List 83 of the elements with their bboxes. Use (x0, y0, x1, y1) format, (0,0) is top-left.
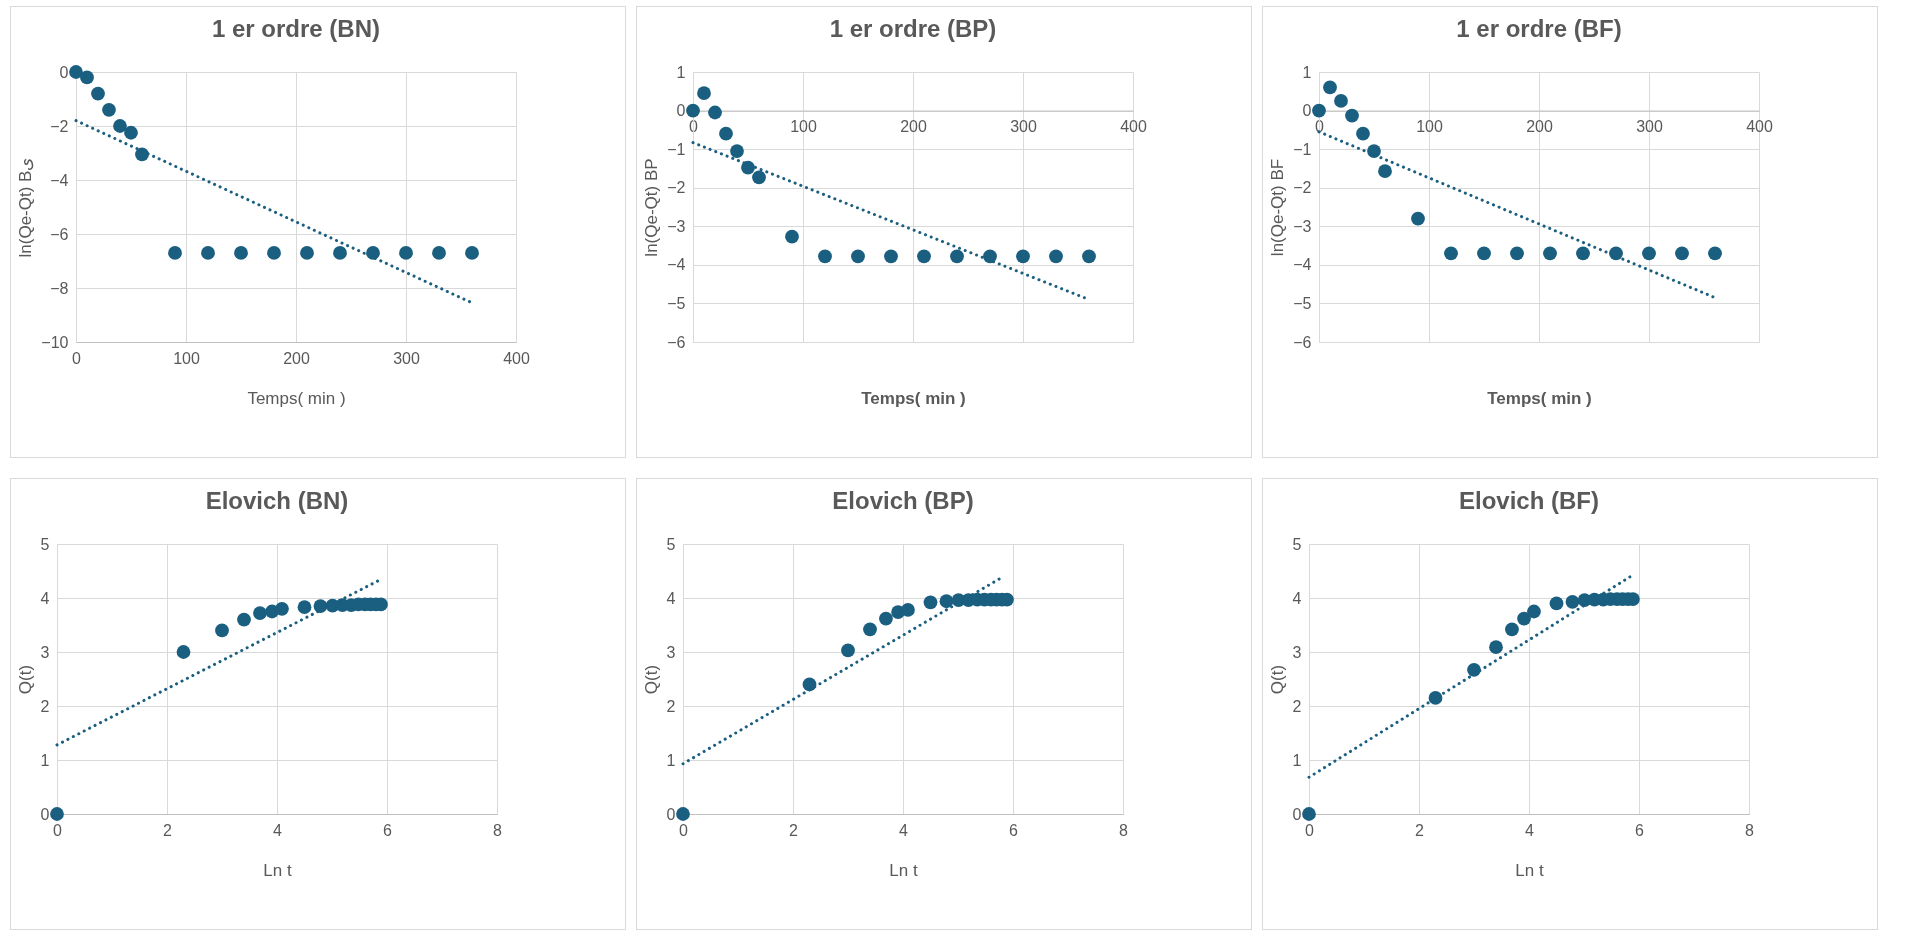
y-tick-label: −6 (50, 225, 69, 243)
x-tick-label: 4 (273, 821, 283, 839)
x-tick-label: 2 (163, 821, 173, 839)
y-tick-label: −6 (1293, 333, 1312, 351)
y-tick-label: 2 (1292, 697, 1302, 715)
x-tick-label: 8 (493, 821, 503, 839)
chart-title: Elovich (BP) (832, 487, 974, 514)
y-axis-title: ln(Qe-Qt) BP (642, 158, 662, 257)
chart-title: 1 er ordre (BF) (1456, 15, 1622, 42)
x-tick-label: 4 (899, 821, 909, 839)
y-tick-label: 2 (40, 697, 50, 715)
x-tick-label: 400 (1120, 118, 1147, 136)
x-tick-label: 300 (1636, 118, 1663, 136)
x-tick-label: 4 (1525, 821, 1535, 839)
x-tick-label: 100 (173, 349, 200, 367)
x-tick-label: 400 (503, 349, 530, 367)
y-axis-title: Q(t) (15, 664, 35, 695)
y-tick-label: −2 (50, 117, 69, 135)
y-tick-label: 0 (1302, 102, 1312, 120)
chart-title: 1 er ordre (BP) (829, 15, 997, 42)
y-tick-label: 3 (666, 643, 676, 661)
x-tick-label: 100 (790, 118, 817, 136)
y-tick-label: −3 (667, 217, 686, 235)
y-tick-label: −3 (1293, 217, 1312, 235)
y-tick-label: 1 (1292, 751, 1302, 769)
x-tick-label: 2 (1415, 821, 1425, 839)
x-axis-title: Temps( min ) (1487, 388, 1592, 408)
y-tick-label: 2 (666, 697, 676, 715)
x-tick-label: 400 (1746, 118, 1773, 136)
x-tick-label: 200 (900, 118, 927, 136)
y-axis-title: Q(t) (1267, 664, 1287, 695)
y-tick-label: 0 (676, 102, 686, 120)
y-tick-label: 1 (1302, 63, 1312, 81)
y-tick-label: −2 (1293, 179, 1312, 197)
y-tick-label: 0 (40, 805, 50, 823)
y-tick-label: −5 (1293, 294, 1312, 312)
x-tick-label: 6 (1635, 821, 1645, 839)
y-tick-label: −4 (50, 171, 69, 189)
y-tick-label: 1 (666, 751, 676, 769)
x-tick-label: 200 (1526, 118, 1553, 136)
x-tick-label: 200 (283, 349, 310, 367)
x-tick-label: 2 (789, 821, 799, 839)
chart-title: Elovich (BF) (1458, 487, 1600, 514)
y-tick-label: 4 (666, 589, 676, 607)
y-tick-label: 1 (676, 63, 686, 81)
y-tick-label: −4 (667, 256, 686, 274)
y-tick-label: −2 (667, 179, 686, 197)
y-tick-label: 3 (1292, 643, 1302, 661)
y-tick-label: 5 (666, 535, 676, 553)
y-tick-label: 0 (666, 805, 676, 823)
y-tick-label: 5 (1292, 535, 1302, 553)
y-tick-label: −1 (1293, 140, 1312, 158)
y-tick-label: −5 (667, 294, 686, 312)
chart-title: 1 er ordre (BN) (211, 15, 381, 42)
y-tick-label: 4 (40, 589, 50, 607)
y-tick-label: 0 (59, 63, 69, 81)
y-tick-label: 3 (40, 643, 50, 661)
y-tick-label: −8 (50, 279, 69, 297)
x-tick-label: 300 (1010, 118, 1037, 136)
x-axis-title: Ln t (889, 860, 918, 880)
y-tick-label: −1 (667, 140, 686, 158)
y-tick-label: −6 (667, 333, 686, 351)
x-tick-label: 100 (1416, 118, 1443, 136)
x-tick-label: 6 (383, 821, 393, 839)
x-tick-label: 8 (1119, 821, 1129, 839)
y-tick-label: −10 (41, 333, 69, 351)
x-axis-title: Temps( min ) (247, 388, 346, 408)
y-tick-label: −4 (1293, 256, 1312, 274)
y-axis-title: ln(Qe-Qt) Bى (16, 157, 36, 258)
chart-title: Elovich (BN) (205, 487, 349, 514)
x-axis-title: Ln t (1515, 860, 1544, 880)
x-axis-title: Temps( min ) (861, 388, 966, 408)
y-tick-label: 4 (1292, 589, 1302, 607)
y-tick-label: 5 (40, 535, 50, 553)
y-axis-title: ln(Qe-Qt) BF (1268, 158, 1288, 257)
x-axis-title: Ln t (263, 860, 292, 880)
y-tick-label: 1 (40, 751, 50, 769)
x-tick-label: 0 (72, 349, 82, 367)
y-axis-title: Q(t) (641, 664, 661, 695)
y-tick-label: 0 (1292, 805, 1302, 823)
x-tick-label: 300 (393, 349, 420, 367)
x-tick-label: 6 (1009, 821, 1019, 839)
x-tick-label: 8 (1745, 821, 1755, 839)
